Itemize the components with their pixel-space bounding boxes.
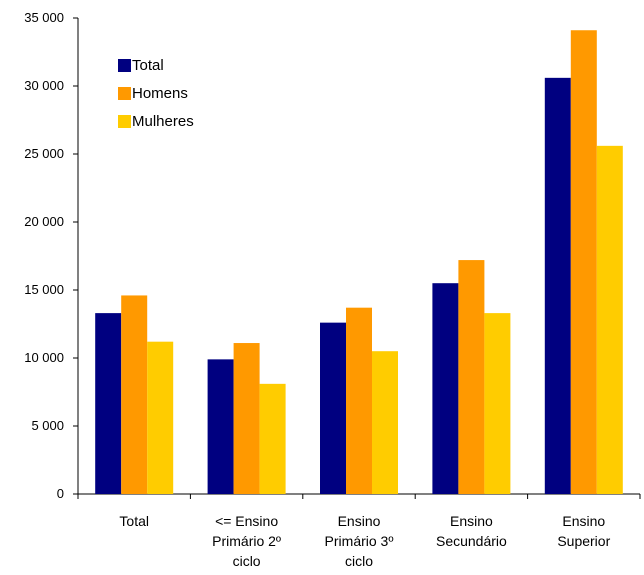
x-tick-label: Ensino Primário 3º ciclo: [325, 513, 394, 569]
x-tick-label-line: Ensino: [450, 513, 493, 529]
legend-label-total: Total: [132, 57, 164, 74]
x-tick-label: Ensino Superior: [557, 513, 610, 549]
x-tick-label: Ensino Secundário: [436, 513, 507, 549]
x-tick-label: Total: [119, 513, 149, 529]
bar-homens-3: [346, 307, 372, 494]
bar-homens-2: [233, 343, 260, 494]
bar-total-1: [95, 313, 122, 494]
x-tick-label-line: Total: [119, 513, 149, 529]
y-tick-label: 20 000: [24, 214, 64, 229]
legend-swatch-total: [118, 59, 131, 72]
bar-total-5: [544, 77, 571, 494]
x-tick-label-line: Secundário: [436, 533, 507, 549]
bar-mulheres-2: [259, 383, 286, 494]
legend-swatch-mulheres: [118, 115, 131, 128]
legend-label-homens: Homens: [132, 85, 188, 102]
bar-total-3: [320, 322, 346, 494]
x-tick-label-line: Ensino: [338, 513, 381, 529]
x-tick-label-line: Ensino: [562, 513, 605, 529]
y-tick-label: 15 000: [24, 282, 64, 297]
bar-homens-4: [458, 260, 485, 494]
x-tick-label: <= Ensino Primário 2º ciclo: [212, 513, 281, 569]
legend-label-mulheres: Mulheres: [132, 113, 194, 130]
y-tick-label: 25 000: [24, 146, 64, 161]
x-tick-label-line: ciclo: [233, 553, 261, 569]
legend: Total Homens Mulheres: [118, 57, 194, 130]
bar-mulheres-5: [596, 145, 623, 494]
y-tick-label: 35 000: [24, 10, 64, 25]
y-tick-label: 5 000: [31, 418, 64, 433]
bar-homens-1: [121, 295, 148, 494]
y-tick-label: 10 000: [24, 350, 64, 365]
bar-mulheres-1: [147, 341, 174, 494]
x-tick-label-line: Primário 3º: [325, 533, 394, 549]
bar-mulheres-4: [484, 313, 511, 494]
bar-mulheres-3: [372, 351, 398, 494]
bar-total-2: [207, 359, 234, 494]
bar-homens-5: [570, 30, 597, 495]
y-tick-label: 0: [57, 486, 64, 501]
bars: [95, 30, 623, 495]
x-tick-label-line: ciclo: [345, 553, 373, 569]
legend-swatch-homens: [118, 87, 131, 100]
x-tick-label-line: <= Ensino: [215, 513, 278, 529]
y-tick-label: 30 000: [24, 78, 64, 93]
bar-total-4: [432, 283, 459, 494]
x-tick-label-line: Superior: [557, 533, 610, 549]
labels: 0 5 000 10 000 15 000 20 000 25 000 30 000 35 0…: [24, 10, 610, 569]
x-tick-label-line: Primário 2º: [212, 533, 281, 549]
